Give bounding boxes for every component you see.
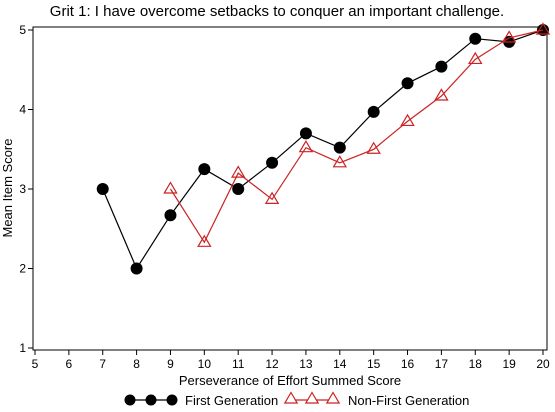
legend-marker: [124, 394, 136, 406]
legend-marker: [304, 391, 320, 404]
legend-item: Non-First Generation: [283, 391, 469, 408]
x-tick-label: 16: [401, 357, 415, 371]
legend-marker: [166, 394, 178, 406]
x-tick-label: 11: [232, 357, 245, 371]
x-tick-label: 8: [133, 357, 140, 371]
x-tick-label: 10: [198, 357, 212, 371]
data-point: [400, 113, 415, 127]
data-point: [197, 234, 212, 247]
data-point: [130, 262, 143, 275]
y-tick-label: 2: [19, 262, 26, 276]
chart-title: Grit 1: I have overcome setbacks to conq…: [50, 3, 504, 20]
legend-label: Non-First Generation: [348, 393, 469, 407]
data-point: [232, 183, 245, 195]
data-point: [333, 141, 346, 154]
x-tick-label: 9: [167, 357, 174, 371]
data-point: [332, 155, 348, 168]
series-line: [102, 29, 544, 270]
y-tick-label: 1: [19, 341, 26, 355]
legend-label: First Generation: [185, 393, 278, 407]
data-point: [469, 32, 482, 45]
data-point: [264, 191, 280, 204]
x-tick-label: 5: [32, 357, 39, 371]
x-tick-label: 20: [536, 357, 550, 371]
legend-item: First Generation: [124, 393, 278, 408]
y-tick-label: 4: [19, 103, 26, 117]
x-tick-label: 7: [99, 357, 106, 371]
y-axis: 1 2 3 4 5: [19, 23, 33, 355]
series-layer: [96, 22, 551, 275]
data-point: [367, 105, 380, 118]
data-point: [298, 139, 314, 153]
legend-marker: [283, 391, 299, 404]
legend: First Generation Non-First Generation: [124, 391, 469, 408]
data-point: [501, 30, 517, 43]
series-non-first-generation: [163, 22, 551, 247]
data-point: [366, 141, 381, 154]
x-tick-label: 14: [333, 357, 347, 371]
data-point: [96, 183, 109, 195]
x-tick-label: 6: [66, 357, 73, 371]
x-axis: 5 6 7 8 9 10 11 12 13 14 15 16 17 18 19 20: [32, 350, 550, 371]
legend-marker: [145, 394, 157, 406]
series-first-generation: [96, 24, 549, 275]
x-tick-label: 19: [502, 357, 516, 371]
data-point: [266, 156, 279, 169]
data-point: [434, 88, 449, 101]
x-tick-label: 18: [469, 357, 483, 371]
series-line: [169, 29, 544, 244]
data-point: [535, 22, 551, 35]
x-tick-label: 13: [299, 357, 313, 371]
data-point: [401, 77, 414, 90]
data-point: [164, 209, 177, 222]
x-axis-label: Perseverance of Effort Summed Score: [179, 373, 401, 388]
plot-frame: [32, 26, 548, 351]
x-tick-label: 15: [367, 357, 381, 371]
x-tick-label: 17: [435, 357, 449, 371]
y-tick-label: 5: [19, 23, 26, 37]
y-axis-label: Mean Item Score: [0, 139, 15, 238]
data-point: [468, 51, 483, 65]
data-point: [435, 60, 448, 73]
data-point: [163, 181, 178, 194]
y-tick-label: 3: [19, 182, 26, 196]
data-point: [299, 127, 312, 140]
data-point: [198, 163, 211, 176]
data-point: [230, 165, 246, 178]
legend-marker: [325, 391, 341, 404]
x-tick-label: 12: [265, 357, 279, 371]
